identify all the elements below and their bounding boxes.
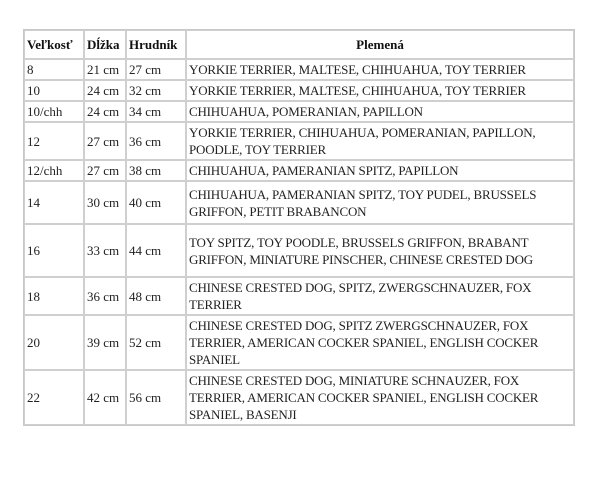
- header-chest: Hrudník: [126, 30, 186, 59]
- table-row: 10 24 cm 32 cm YORKIE TERRIER, MALTESE, CHI…: [24, 80, 574, 101]
- chest-cell: 34 cm: [126, 101, 186, 122]
- length-cell: 33 cm: [84, 224, 126, 277]
- table-row: 10/chh 24 cm 34 cm CHIHUAHUA, POMERANIAN, P…: [24, 101, 574, 122]
- table-row: 8 21 cm 27 cm YORKIE TERRIER, MALTESE, CHIH…: [24, 59, 574, 80]
- length-cell: 36 cm: [84, 277, 126, 315]
- breeds-cell: CHINESE CRESTED DOG, SPITZ ZWERGSCHNAUZE…: [186, 315, 574, 370]
- size-cell: 16: [24, 224, 84, 277]
- size-cell: 20: [24, 315, 84, 370]
- size-table: Veľkosť Dĺžka Hrudník Plemená 8 21 cm 27 c…: [23, 29, 575, 426]
- header-length: Dĺžka: [84, 30, 126, 59]
- table-row: 12/chh 27 cm 38 cm CHIHUAHUA, PAMERANIAN SP…: [24, 160, 574, 181]
- chest-cell: 52 cm: [126, 315, 186, 370]
- size-cell: 12: [24, 122, 84, 160]
- breeds-cell: CHIHUAHUA, PAMERANIAN SPITZ, TOY PUDEL, …: [186, 181, 574, 224]
- chest-cell: 48 cm: [126, 277, 186, 315]
- chest-cell: 40 cm: [126, 181, 186, 224]
- breeds-cell: YORKIE TERRIER, CHIHUAHUA, POMERANIAN, P…: [186, 122, 574, 160]
- size-cell: 14: [24, 181, 84, 224]
- size-cell: 22: [24, 370, 84, 425]
- chest-cell: 27 cm: [126, 59, 186, 80]
- size-cell: 10: [24, 80, 84, 101]
- table-row: 22 42 cm 56 cm CHINESE CRESTED DOG, MINIATU…: [24, 370, 574, 425]
- chest-cell: 38 cm: [126, 160, 186, 181]
- table-row: 14 30 cm 40 cm CHIHUAHUA, PAMERANIAN SPITZ,…: [24, 181, 574, 224]
- chest-cell: 36 cm: [126, 122, 186, 160]
- table-row: 18 36 cm 48 cm CHINESE CRESTED DOG, SPITZ, …: [24, 277, 574, 315]
- breeds-cell: CHINESE CRESTED DOG, SPITZ, ZWERGSCHNAUZ…: [186, 277, 574, 315]
- table-row: 16 33 cm 44 cm TOY SPITZ, TOY POODLE, BRUSS…: [24, 224, 574, 277]
- table-row: 12 27 cm 36 cm YORKIE TERRIER, CHIHUAHUA, P…: [24, 122, 574, 160]
- size-cell: 18: [24, 277, 84, 315]
- length-cell: 21 cm: [84, 59, 126, 80]
- length-cell: 42 cm: [84, 370, 126, 425]
- breeds-cell: YORKIE TERRIER, MALTESE, CHIHUAHUA, TOY …: [186, 59, 574, 80]
- header-row: Veľkosť Dĺžka Hrudník Plemená: [24, 30, 574, 59]
- table-row: 20 39 cm 52 cm CHINESE CRESTED DOG, SPITZ Z…: [24, 315, 574, 370]
- breeds-cell: CHINESE CRESTED DOG, MINIATURE SCHNAUZER…: [186, 370, 574, 425]
- chest-cell: 44 cm: [126, 224, 186, 277]
- size-cell: 10/chh: [24, 101, 84, 122]
- size-cell: 12/chh: [24, 160, 84, 181]
- breeds-cell: CHIHUAHUA, POMERANIAN, PAPILLON: [186, 101, 574, 122]
- length-cell: 30 cm: [84, 181, 126, 224]
- header-breeds: Plemená: [186, 30, 574, 59]
- size-cell: 8: [24, 59, 84, 80]
- breeds-cell: YORKIE TERRIER, MALTESE, CHIHUAHUA, TOY …: [186, 80, 574, 101]
- length-cell: 24 cm: [84, 101, 126, 122]
- breeds-cell: CHIHUAHUA, PAMERANIAN SPITZ, PAPILLON: [186, 160, 574, 181]
- length-cell: 24 cm: [84, 80, 126, 101]
- breeds-cell: TOY SPITZ, TOY POODLE, BRUSSELS GRIFFON,…: [186, 224, 574, 277]
- chest-cell: 32 cm: [126, 80, 186, 101]
- length-cell: 39 cm: [84, 315, 126, 370]
- length-cell: 27 cm: [84, 160, 126, 181]
- length-cell: 27 cm: [84, 122, 126, 160]
- header-size: Veľkosť: [24, 30, 84, 59]
- chest-cell: 56 cm: [126, 370, 186, 425]
